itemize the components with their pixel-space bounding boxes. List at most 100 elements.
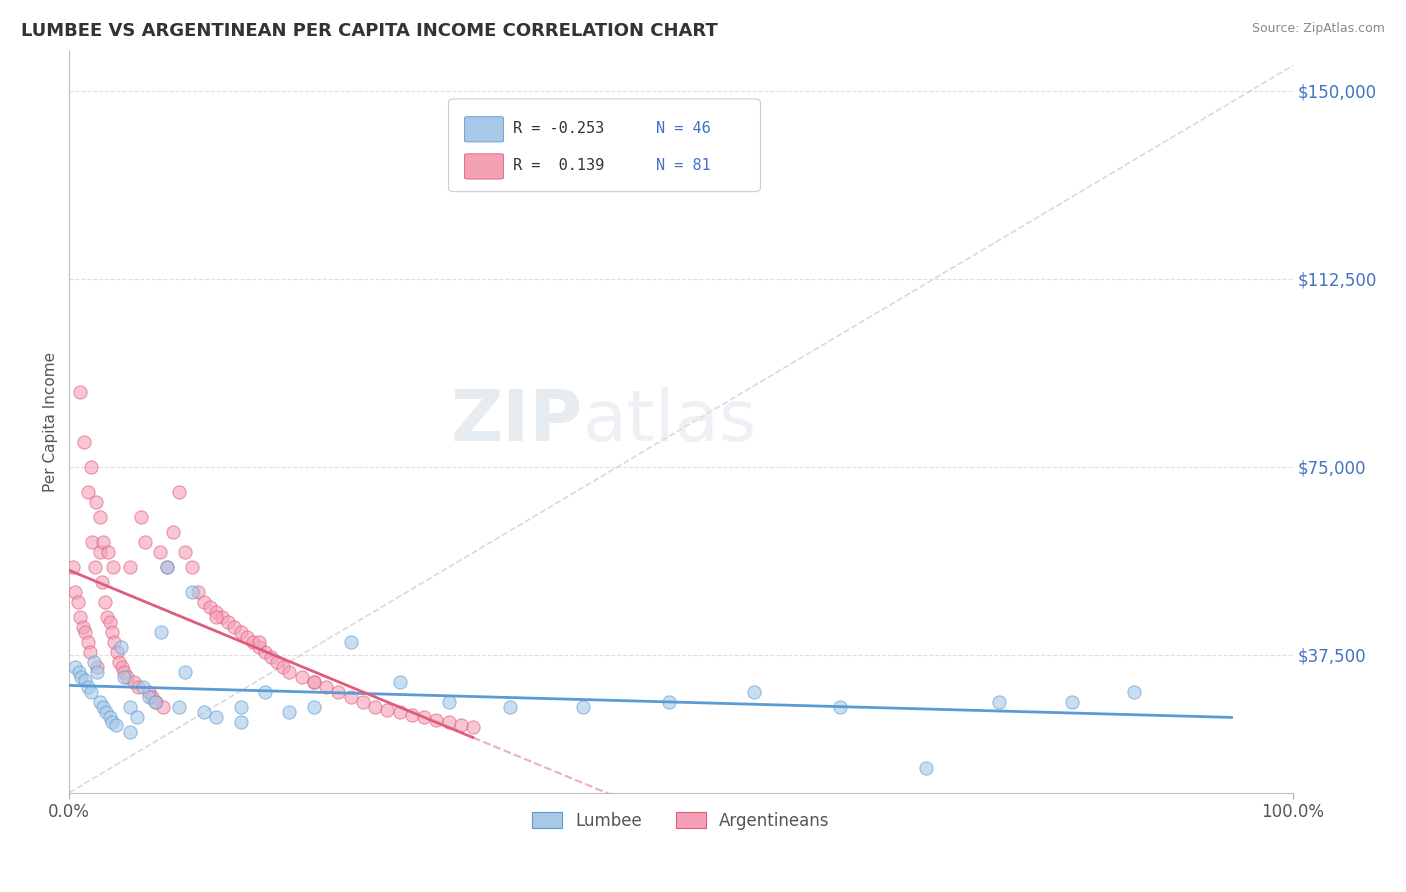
Point [187,585,209,599]
Point [76,635,98,649]
Point [169,700,191,714]
Point [180,560,202,574]
Point [174,665,197,680]
Text: atlas: atlas [583,387,758,456]
Point [75,673,97,687]
Point [205,610,228,624]
Point [91,575,114,590]
Point [291,670,314,684]
Point [82,535,104,549]
Point [110,640,132,655]
Point [156,560,179,574]
FancyBboxPatch shape [449,99,761,192]
Point [437,695,460,709]
Point [98,615,121,630]
Point [425,713,447,727]
Point [143,695,166,709]
Text: R = -0.253: R = -0.253 [513,121,605,136]
Point [138,685,160,699]
Text: N = 81: N = 81 [657,158,711,173]
Point [89,545,111,559]
Point [388,675,411,690]
Point [266,655,288,669]
Point [70,670,93,684]
Point [253,645,276,659]
Point [120,700,142,714]
Point [69,384,91,399]
Point [211,610,233,624]
Point [101,715,124,730]
Point [658,695,681,709]
Point [115,670,138,684]
Point [193,595,215,609]
Point [72,620,94,634]
Text: ZIP: ZIP [451,387,583,456]
Point [125,710,148,724]
Point [273,660,295,674]
Point [138,690,160,705]
Point [73,434,96,449]
Point [450,718,472,732]
Point [93,595,115,609]
Point [122,675,145,690]
Point [103,560,125,574]
Point [278,706,301,720]
Point [65,585,87,599]
Point [134,535,156,549]
Point [76,681,98,695]
Point [162,524,184,539]
Point [156,560,179,574]
Point [112,670,135,684]
Point [302,675,325,690]
Point [352,695,374,709]
Point [260,650,283,665]
Point [89,510,111,524]
Text: Source: ZipAtlas.com: Source: ZipAtlas.com [1251,22,1385,36]
Point [205,605,228,619]
Point [103,635,125,649]
Point [120,560,142,574]
Point [242,635,264,649]
Point [229,700,252,714]
Legend: Lumbee, Argentineans: Lumbee, Argentineans [526,805,837,837]
Point [65,660,87,674]
Point [145,695,167,709]
Point [89,695,111,709]
Point [94,706,117,720]
Point [744,685,766,699]
Point [86,665,108,680]
Point [98,710,121,724]
Point [302,700,325,714]
Point [180,585,202,599]
Point [104,718,127,732]
Point [86,660,108,674]
Point [1062,695,1084,709]
Point [127,681,149,695]
Point [131,510,153,524]
Point [79,645,101,659]
Point [150,625,173,640]
Point [67,665,90,680]
Point [235,630,257,644]
Point [84,495,107,509]
Point [224,620,246,634]
Point [193,706,215,720]
Point [84,560,107,574]
Point [278,665,301,680]
Point [141,690,163,705]
Point [217,615,239,630]
Point [1122,685,1144,699]
Point [205,710,228,724]
Point [97,545,120,559]
Point [401,708,423,723]
Point [174,545,197,559]
Point [828,700,851,714]
Point [339,690,361,705]
Point [437,715,460,730]
Text: LUMBEE VS ARGENTINEAN PER CAPITA INCOME CORRELATION CHART: LUMBEE VS ARGENTINEAN PER CAPITA INCOME … [21,22,718,40]
Point [253,685,276,699]
Point [328,685,350,699]
Point [101,625,124,640]
Point [93,700,115,714]
Point [112,665,135,680]
